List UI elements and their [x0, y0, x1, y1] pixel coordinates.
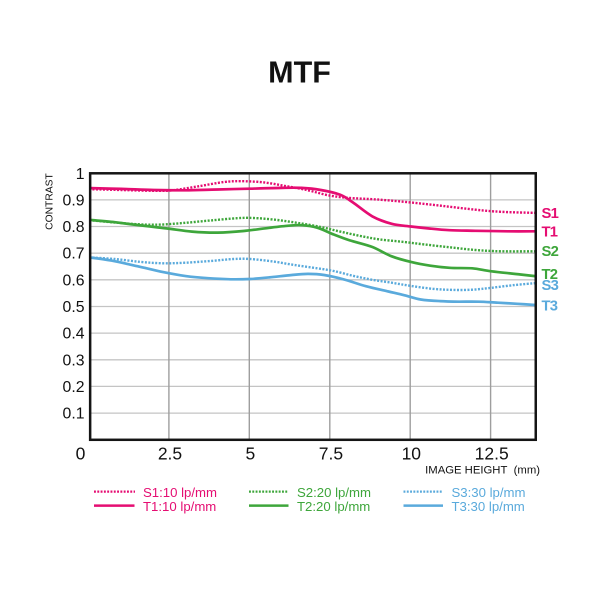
svg-text:0.4: 0.4 — [63, 326, 85, 343]
svg-text:0.9: 0.9 — [63, 192, 85, 209]
svg-text:CONTRAST: CONTRAST — [44, 172, 55, 229]
svg-text:1: 1 — [76, 166, 85, 183]
svg-text:T3:30 lp/mm: T3:30 lp/mm — [452, 499, 525, 514]
svg-text:0.1: 0.1 — [63, 406, 85, 423]
svg-text:S2: S2 — [542, 244, 559, 260]
svg-text:S3:30 lp/mm: S3:30 lp/mm — [452, 485, 526, 500]
svg-text:IMAGE HEIGHT (mm): IMAGE HEIGHT (mm) — [425, 464, 540, 476]
svg-text:T2: T2 — [542, 267, 558, 283]
svg-text:2.5: 2.5 — [158, 444, 182, 464]
svg-text:5: 5 — [246, 444, 256, 464]
svg-text:S3: S3 — [542, 278, 559, 294]
svg-text:0.5: 0.5 — [63, 299, 85, 316]
svg-text:0.7: 0.7 — [63, 246, 85, 263]
svg-text:0.2: 0.2 — [63, 379, 85, 396]
svg-text:10: 10 — [402, 444, 422, 464]
svg-text:T1:10 lp/mm: T1:10 lp/mm — [143, 499, 216, 514]
svg-text:T1: T1 — [542, 225, 558, 241]
svg-text:0.8: 0.8 — [63, 219, 85, 236]
svg-text:0.6: 0.6 — [63, 272, 85, 289]
svg-text:0: 0 — [76, 444, 86, 464]
svg-text:S2:20 lp/mm: S2:20 lp/mm — [297, 485, 371, 500]
svg-text:S1:10 lp/mm: S1:10 lp/mm — [143, 485, 217, 500]
svg-text:S1: S1 — [542, 206, 559, 222]
svg-text:12.5: 12.5 — [475, 444, 509, 464]
svg-text:7.5: 7.5 — [319, 444, 343, 464]
svg-text:MTF: MTF — [268, 56, 331, 90]
svg-text:0.3: 0.3 — [63, 352, 85, 369]
svg-text:T2:20 lp/mm: T2:20 lp/mm — [297, 499, 370, 514]
svg-text:T3: T3 — [542, 299, 558, 315]
